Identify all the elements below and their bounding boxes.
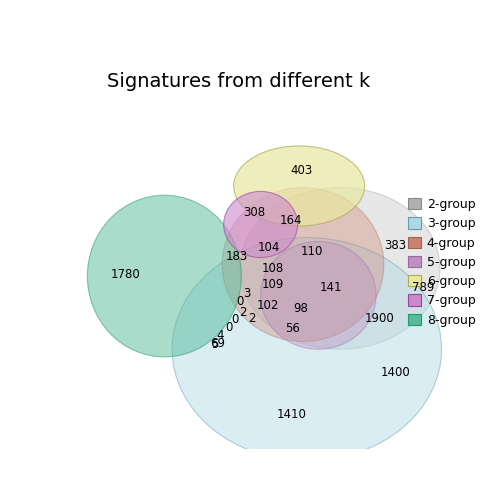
Text: Signatures from different k: Signatures from different k: [107, 72, 370, 91]
Text: 4: 4: [217, 329, 224, 342]
Text: 98: 98: [293, 302, 308, 315]
Text: 1400: 1400: [381, 366, 410, 379]
Ellipse shape: [224, 192, 297, 258]
Text: 0: 0: [231, 313, 239, 327]
Text: 109: 109: [262, 278, 284, 291]
Ellipse shape: [234, 146, 364, 226]
Text: 0: 0: [225, 321, 233, 334]
Text: 2: 2: [248, 312, 256, 325]
Text: 104: 104: [258, 241, 280, 254]
Text: 3: 3: [243, 287, 250, 300]
Ellipse shape: [172, 237, 442, 461]
Text: 0: 0: [236, 295, 243, 308]
Text: 183: 183: [226, 250, 248, 263]
Text: 789: 789: [412, 281, 434, 294]
Ellipse shape: [240, 187, 440, 349]
Text: 1780: 1780: [111, 268, 141, 281]
Text: 308: 308: [243, 206, 266, 219]
Text: 1410: 1410: [277, 408, 306, 421]
Text: 141: 141: [320, 281, 342, 294]
Text: 2: 2: [239, 306, 246, 319]
Ellipse shape: [87, 195, 241, 357]
Text: 69: 69: [210, 337, 225, 350]
Ellipse shape: [222, 187, 384, 342]
Text: 403: 403: [290, 164, 312, 177]
Text: 56: 56: [285, 322, 300, 335]
Ellipse shape: [261, 241, 376, 349]
Legend: 2-group, 3-group, 4-group, 5-group, 6-group, 7-group, 8-group: 2-group, 3-group, 4-group, 5-group, 6-gr…: [404, 194, 479, 330]
Text: 1900: 1900: [365, 312, 395, 325]
Text: 5: 5: [212, 338, 219, 351]
Text: 102: 102: [257, 299, 280, 312]
Text: 383: 383: [384, 239, 406, 252]
Text: 110: 110: [301, 245, 324, 258]
Text: 108: 108: [262, 262, 284, 275]
Text: 164: 164: [280, 214, 303, 227]
